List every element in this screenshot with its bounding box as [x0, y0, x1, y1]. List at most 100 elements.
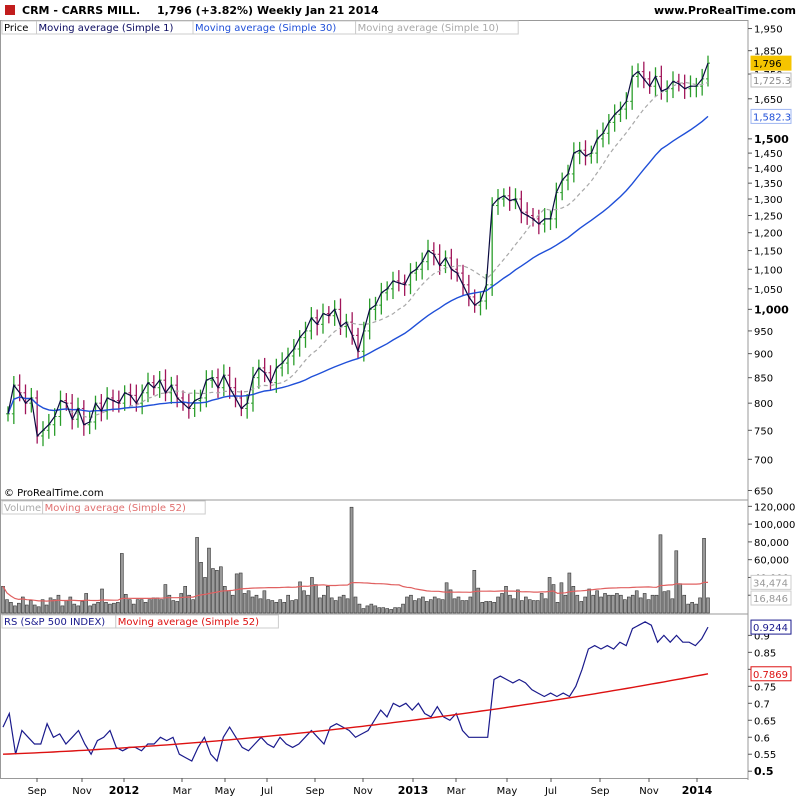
price-y-label: 800 — [754, 399, 773, 410]
volume-bar — [619, 594, 623, 614]
volume-badge — [750, 574, 792, 590]
volume-bar — [306, 594, 310, 614]
volume-bar — [5, 599, 9, 614]
volume-bar — [527, 599, 532, 614]
volume-bar — [167, 594, 172, 614]
rs-ma-line — [2, 673, 709, 755]
rs-legend-item: RS (S&P 500 INDEX) — [4, 617, 105, 628]
volume-bar — [310, 577, 314, 614]
volume-bar — [230, 594, 235, 614]
volume-bar — [650, 594, 655, 614]
volume-bar — [60, 605, 65, 614]
volume-bar — [116, 602, 120, 614]
price-y-label: 1,950 — [754, 25, 783, 36]
volume-bar — [682, 594, 687, 614]
volume-bar — [436, 598, 441, 614]
volume-bar — [662, 591, 667, 614]
volume-bar — [547, 577, 552, 614]
price-legend-item: Moving average (Simple 30) — [195, 23, 336, 34]
price-badge — [750, 72, 792, 88]
volume-bar — [127, 599, 132, 614]
volume-bar — [159, 599, 164, 614]
volume-bar — [555, 602, 560, 614]
volume-bar — [92, 603, 96, 614]
volume-bar — [28, 600, 33, 614]
volume-bar — [155, 597, 160, 614]
volume-bar — [1, 586, 5, 614]
volume-bar — [504, 586, 508, 614]
price-y-label: 900 — [754, 350, 773, 361]
volume-bar — [516, 589, 520, 614]
volume-bar — [603, 593, 607, 614]
volume-bar — [17, 602, 21, 614]
volume-bar — [377, 607, 382, 614]
x-axis-label: Jul — [544, 786, 557, 797]
volume-legend-box — [42, 500, 206, 515]
volume-bar — [630, 594, 635, 614]
volume-bar — [48, 597, 53, 614]
volume-bar — [674, 550, 679, 614]
volume-bar — [365, 605, 370, 614]
rs-y-label: 0.5 — [754, 765, 774, 778]
rs-badge-label: 0.9244 — [753, 623, 788, 634]
volume-bar — [191, 599, 195, 614]
volume-bar — [322, 594, 326, 614]
x-axis-label: 2012 — [109, 784, 140, 797]
volume-bar — [440, 599, 445, 614]
price-y-label: 1,650 — [754, 95, 783, 106]
volume-bar — [80, 601, 85, 614]
volume-bar — [626, 596, 631, 614]
volume-bar — [543, 598, 548, 614]
volume-bar — [44, 604, 49, 614]
volume-bar — [361, 608, 366, 614]
volume-bar — [389, 609, 393, 614]
x-axis-label: May — [497, 786, 518, 797]
volume-bar — [424, 601, 429, 614]
volume-bar — [417, 598, 421, 614]
volume-bar — [520, 600, 524, 614]
volume-bar — [211, 568, 215, 614]
app-logo-icon — [5, 5, 15, 15]
rs-legend-box — [115, 614, 279, 629]
volume-bar — [163, 584, 168, 614]
last-price-change: 1,796 (+3.82%) — [157, 4, 254, 17]
volume-bar — [76, 605, 81, 614]
volume-bar — [381, 607, 386, 614]
volume-bar — [151, 597, 156, 614]
price-legend-box — [355, 20, 519, 35]
volume-bar — [706, 597, 710, 614]
volume-bar — [298, 581, 302, 614]
volume-bar — [84, 593, 88, 614]
volume-bar — [88, 605, 92, 614]
volume-bar — [357, 603, 362, 614]
volume-bar — [484, 601, 489, 614]
volume-bar — [72, 603, 77, 614]
volume-bar — [131, 603, 136, 614]
volume-bar — [373, 605, 378, 614]
volume-bar — [559, 582, 564, 614]
volume-bar — [409, 594, 413, 614]
volume-y-label: 80,000 — [754, 538, 789, 549]
volume-bar — [104, 602, 108, 614]
price-y-label: 1,200 — [754, 229, 783, 240]
volume-bar — [250, 596, 255, 614]
volume-bar — [325, 586, 330, 614]
rs-line — [2, 621, 709, 763]
price-legend-item: Moving average (Simple 10) — [358, 23, 499, 34]
volume-bar — [401, 603, 405, 614]
volume-bar — [56, 594, 61, 614]
rs-badge-label: 0.7869 — [753, 670, 788, 681]
price-y-label: 650 — [754, 486, 773, 497]
volume-bar — [187, 594, 191, 614]
volume-bar — [595, 590, 599, 614]
rs-y-label: 0.85 — [754, 648, 776, 659]
rs-y-label: 0.55 — [754, 750, 776, 761]
price-y-label: 1,150 — [754, 247, 783, 258]
x-axis-label: Nov — [639, 786, 659, 797]
volume-bar — [290, 600, 294, 614]
volume-bar — [567, 572, 572, 614]
x-axis-label: 2013 — [398, 784, 429, 797]
volume-bar — [393, 607, 397, 614]
volume-bar — [460, 600, 465, 614]
